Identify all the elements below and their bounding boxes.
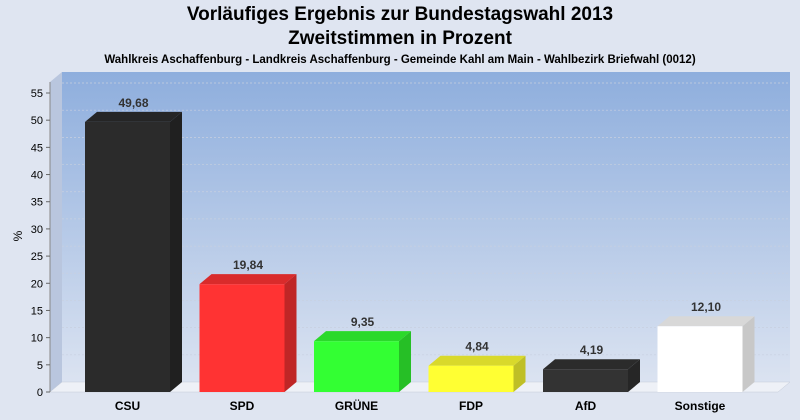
y-tick-label: 15 (31, 305, 43, 317)
bar-value-label: 9,35 (351, 315, 375, 329)
y-tick-label: 30 (31, 224, 43, 236)
x-tick-label: GRÜNE (335, 398, 378, 413)
y-tick-label: 40 (31, 170, 43, 182)
x-tick-label: SPD (230, 399, 255, 413)
bar-value-label: 49,68 (118, 96, 148, 110)
bar-front (543, 369, 628, 392)
bar-front (428, 365, 514, 392)
y-tick-label: 0 (37, 387, 43, 399)
y-axis-label: % (11, 230, 25, 241)
bar-front (85, 121, 170, 393)
bar-top (85, 111, 182, 122)
bar-value-label: 12,10 (691, 300, 721, 314)
y-tick-label: 55 (31, 88, 43, 100)
bar-side (628, 359, 640, 392)
bar-value-label: 19,84 (233, 258, 263, 272)
y-tick-label: 35 (31, 197, 43, 209)
bar-side (513, 355, 526, 392)
x-tick-label: FDP (459, 399, 483, 413)
x-tick-label: CSU (115, 399, 140, 413)
bar-sonstige: 12,10 Sonstige (657, 300, 755, 413)
chart-caption: Wahlkreis Aschaffenburg - Landkreis Asch… (104, 54, 696, 66)
bar-side (399, 331, 411, 392)
bar-fdp: 4,84 FDP (428, 340, 526, 413)
bar-top (199, 274, 297, 285)
bar-side (170, 111, 182, 393)
y-tick-label: 5 (37, 360, 43, 372)
x-tick-label: Sonstige (675, 399, 726, 413)
x-tick-label: AfD (575, 399, 597, 413)
bar-csu: 49,68 CSU (85, 96, 182, 413)
bar-gr-ne: 9,35 GRÜNE (314, 315, 411, 413)
bar-top (543, 359, 640, 370)
bar-side (742, 316, 755, 392)
bar-top (657, 316, 755, 327)
plot-side-wall (50, 72, 62, 392)
y-tick-label: 20 (31, 278, 43, 290)
chart-title: Vorläufiges Ergebnis zur Bundestagswahl … (186, 4, 614, 25)
bar-afd: 4,19 AfD (543, 343, 640, 413)
bar-value-label: 4,19 (580, 343, 604, 357)
bar-top (428, 355, 526, 366)
bar-front (199, 284, 285, 392)
bar-top (314, 331, 411, 342)
bar-value-label: 4,84 (465, 340, 489, 354)
y-tick-label: 50 (31, 115, 43, 127)
y-tick-label: 10 (31, 333, 43, 345)
bar-front (657, 326, 743, 392)
bar-side (284, 274, 297, 392)
bar-front (314, 341, 399, 392)
bar-spd: 19,84 SPD (199, 258, 297, 413)
y-tick-label: 25 (31, 251, 43, 263)
y-tick-label: 45 (31, 142, 43, 154)
chart-subtitle: Zweitstimmen in Prozent (288, 28, 512, 49)
